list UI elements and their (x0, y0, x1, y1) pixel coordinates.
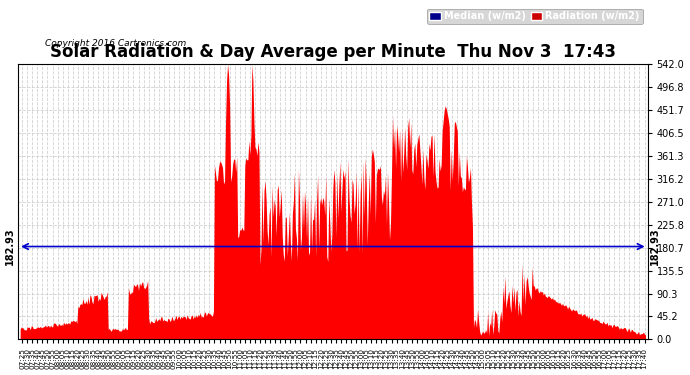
Text: 182.93: 182.93 (649, 228, 660, 266)
Text: 182.93: 182.93 (5, 228, 15, 266)
Title: Solar Radiation & Day Average per Minute  Thu Nov 3  17:43: Solar Radiation & Day Average per Minute… (50, 43, 616, 61)
Legend: Median (w/m2), Radiation (w/m2): Median (w/m2), Radiation (w/m2) (426, 9, 642, 24)
Text: Copyright 2016 Cartronics.com: Copyright 2016 Cartronics.com (45, 39, 186, 48)
